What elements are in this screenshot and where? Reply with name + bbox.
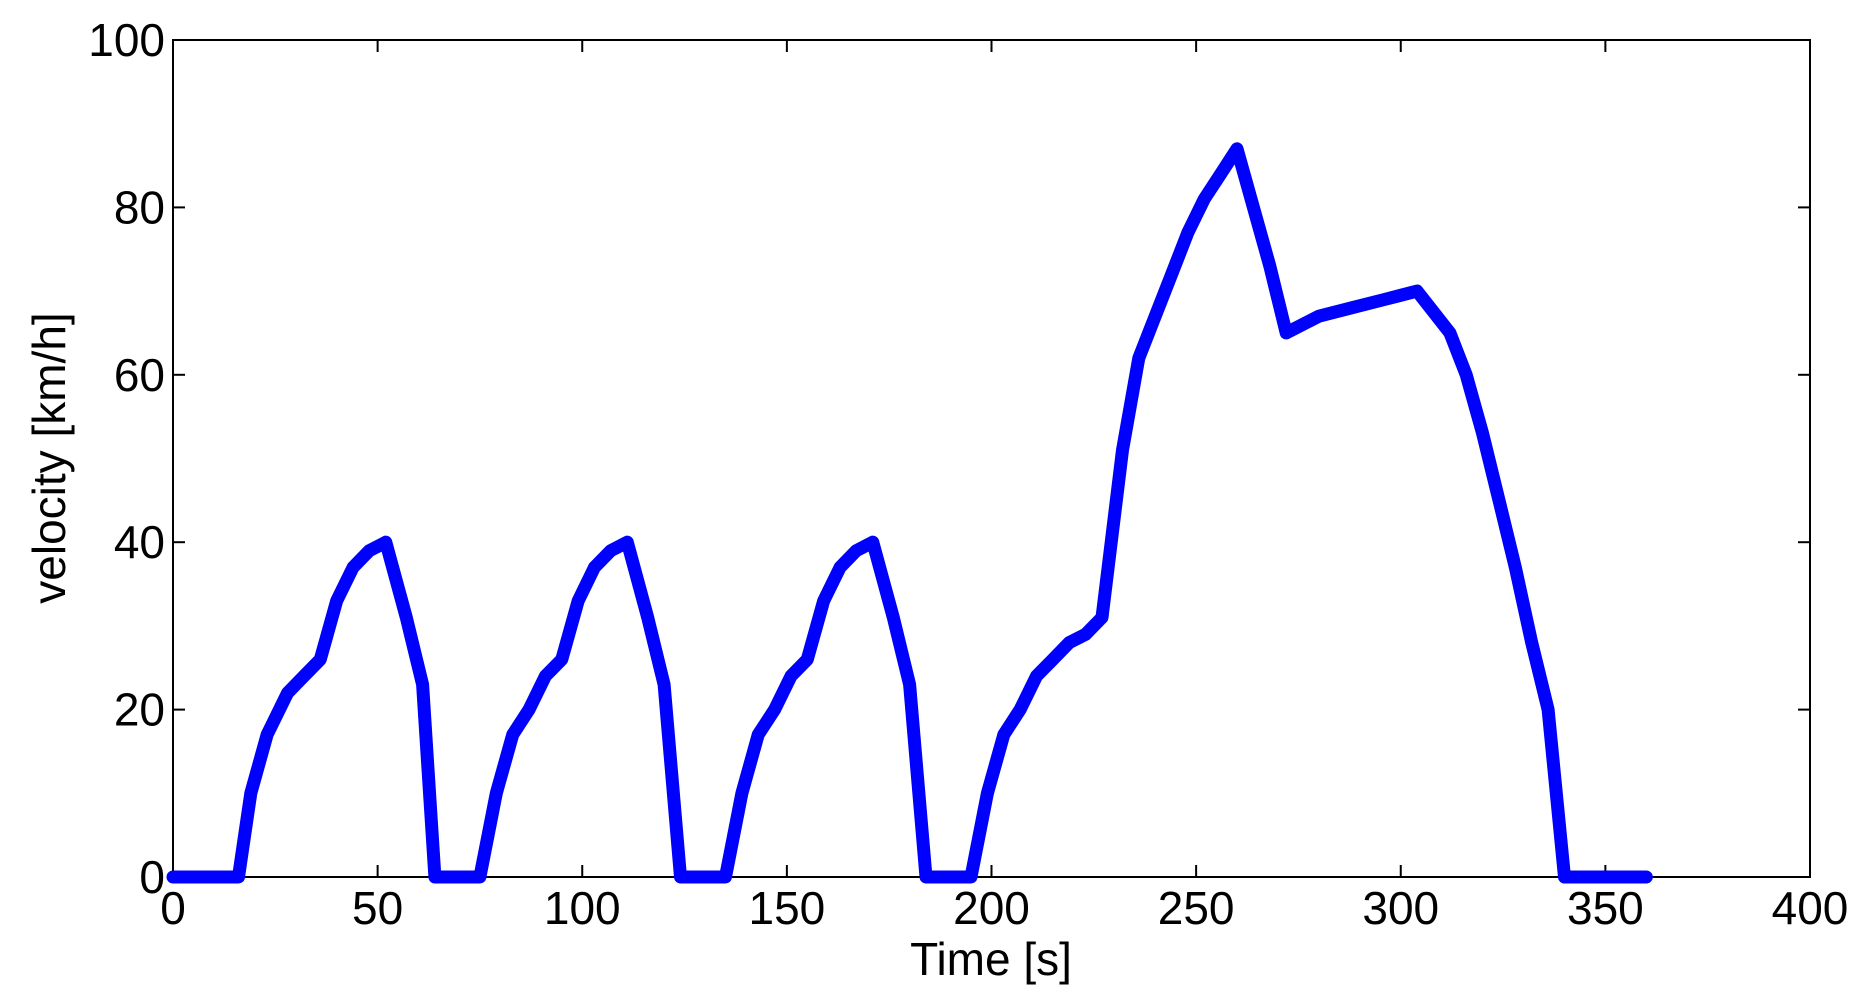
series-layer	[166, 142, 1653, 884]
x-axis-label: Time [s]	[910, 933, 1072, 985]
y-tick-label: 0	[139, 851, 165, 903]
x-tick-label: 300	[1362, 882, 1439, 934]
x-tick-label: 400	[1772, 882, 1849, 934]
y-tick-label: 60	[114, 349, 165, 401]
x-tick-label: 100	[544, 882, 621, 934]
x-tick-label: 0	[160, 882, 186, 934]
x-tick-label: 200	[953, 882, 1030, 934]
y-tick-label: 20	[114, 684, 165, 736]
y-tick-label: 100	[88, 14, 165, 66]
x-axis: 0 50 100 150 200 250 300 350 400	[160, 40, 1848, 934]
y-axis: 0 20 40 60 80 100	[88, 14, 1810, 903]
y-axis-label: velocity [km/h]	[23, 312, 75, 603]
x-tick-label: 250	[1158, 882, 1235, 934]
x-tick-label: 50	[352, 882, 403, 934]
x-tick-label: 350	[1567, 882, 1644, 934]
plot-area	[172, 39, 1811, 878]
velocity-series-line	[166, 142, 1653, 884]
y-tick-label: 40	[114, 516, 165, 568]
y-tick-label: 80	[114, 181, 165, 233]
x-tick-label: 150	[749, 882, 826, 934]
